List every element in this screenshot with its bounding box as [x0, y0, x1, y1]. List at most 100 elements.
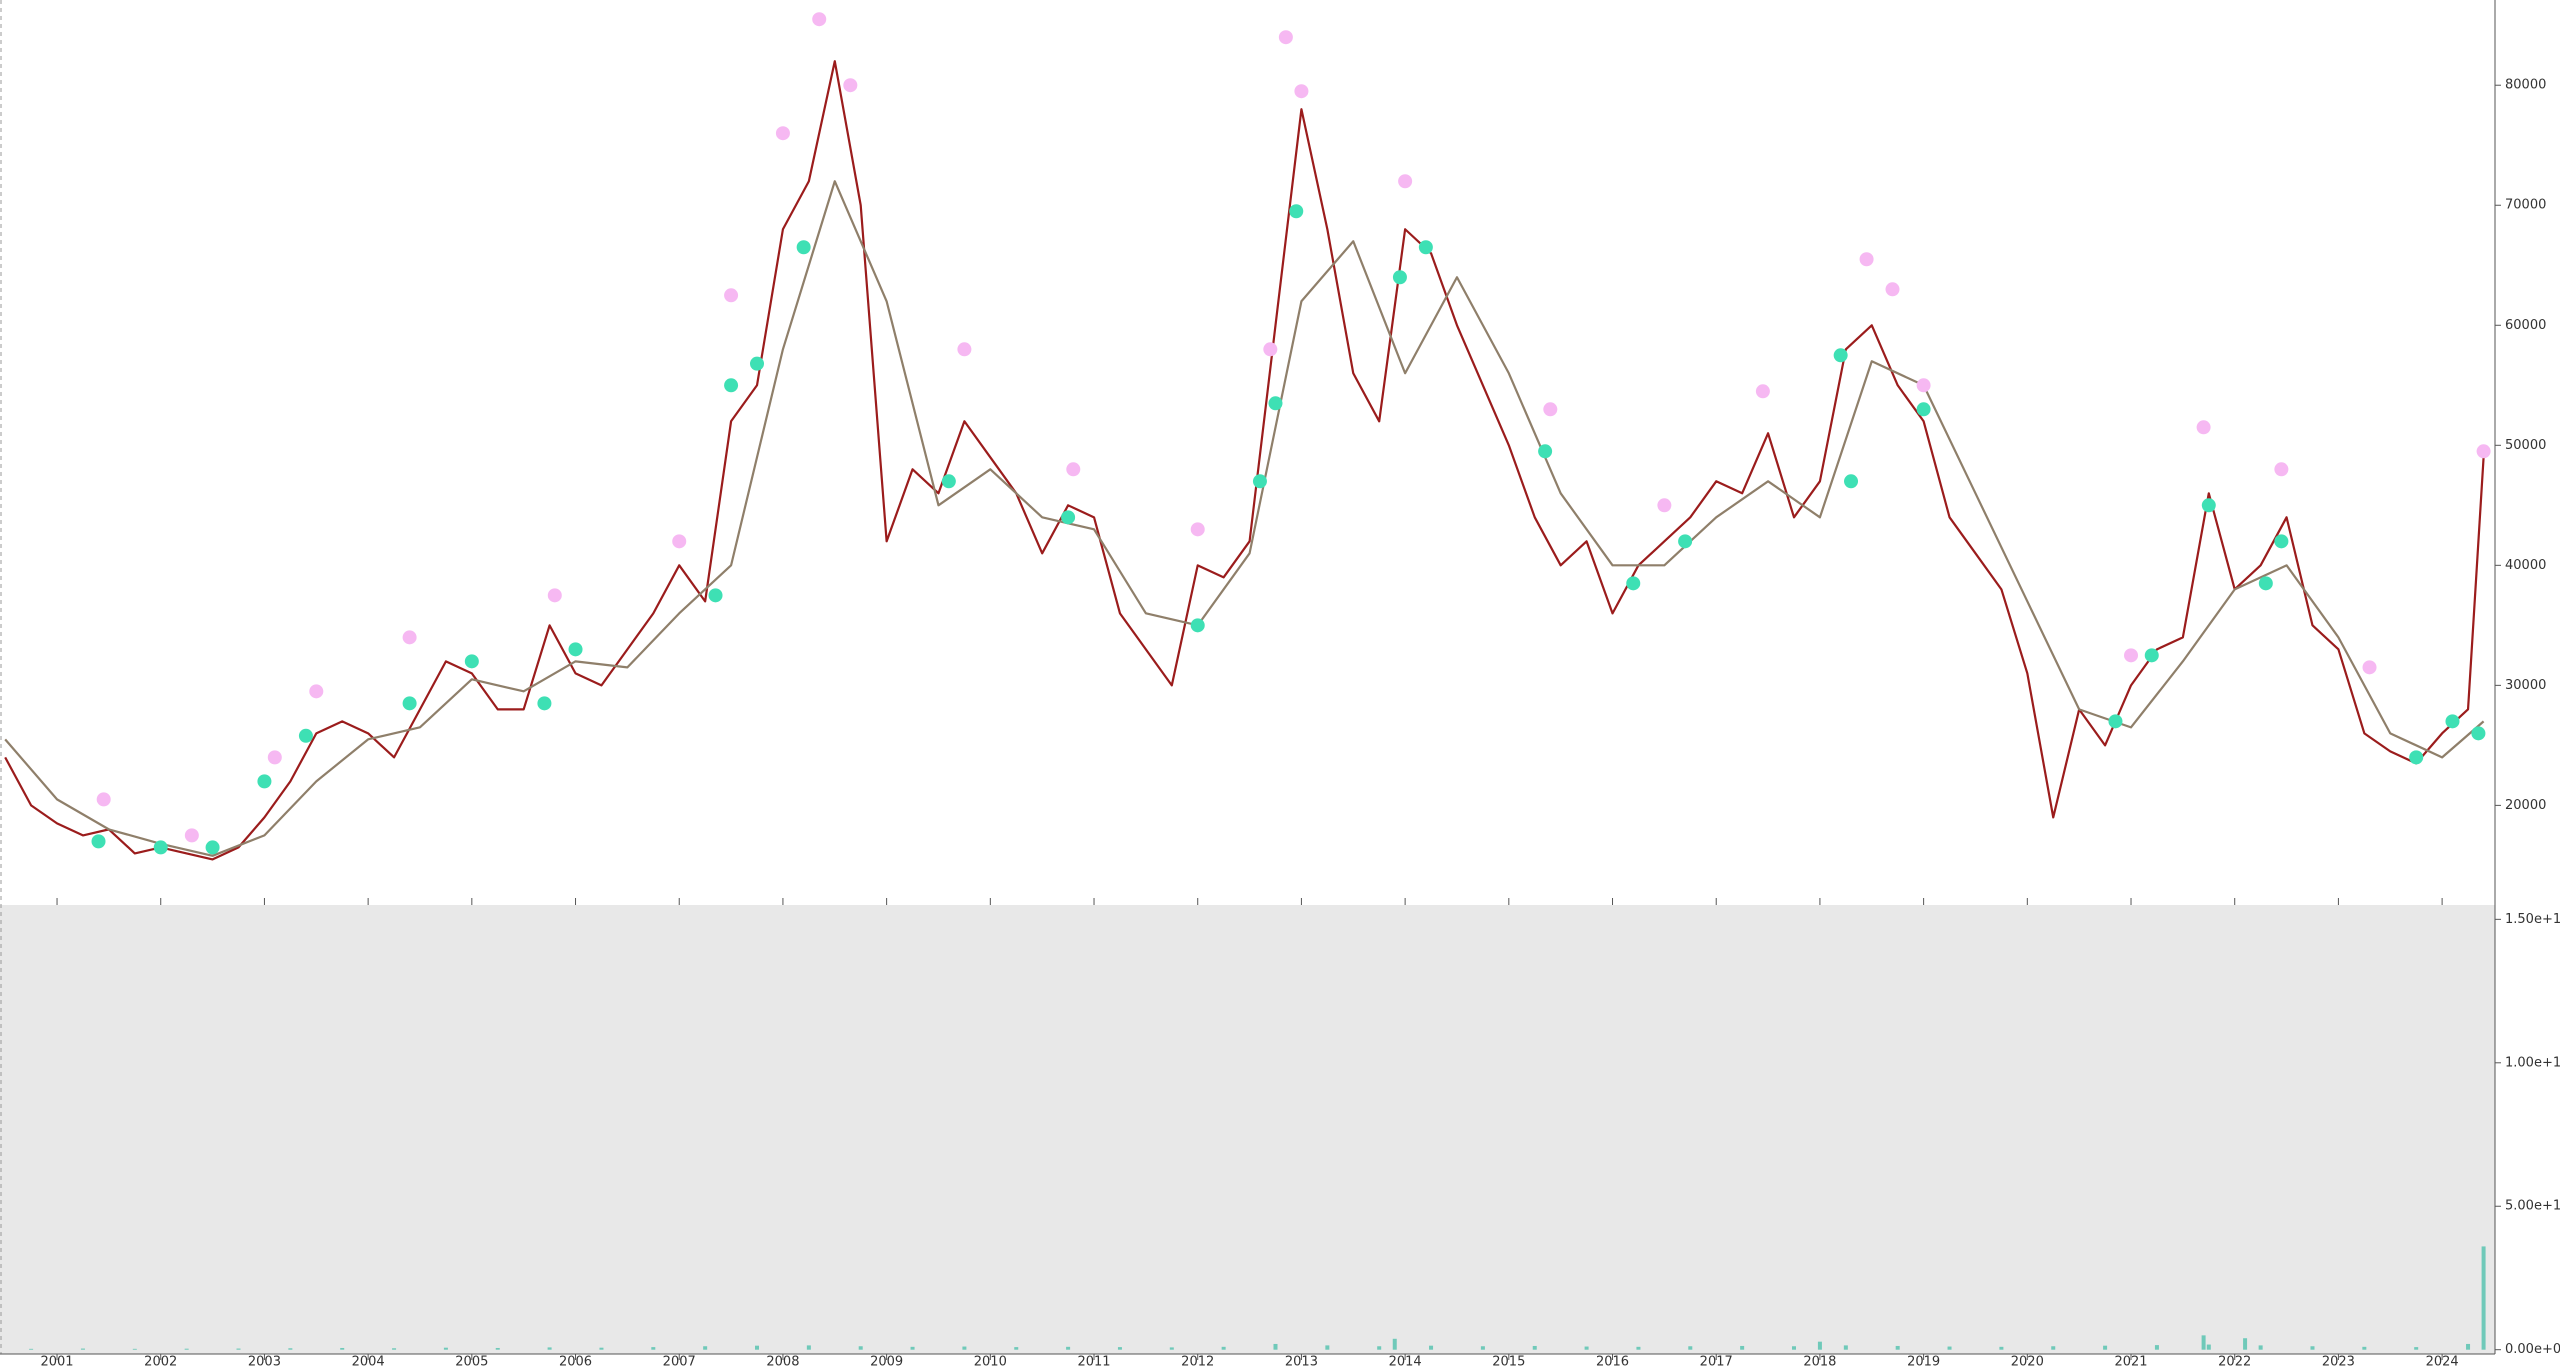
- volume-bar: [443, 1347, 448, 1350]
- signal-marker: [309, 684, 324, 699]
- volume-bar: [2103, 1345, 2108, 1350]
- signal-marker: [2476, 444, 2491, 459]
- x-tick-label: 2011: [1077, 1355, 1110, 1369]
- signal-marker: [1278, 30, 1293, 45]
- volume-bar: [1273, 1343, 1278, 1350]
- x-tick-label: 2014: [1389, 1355, 1422, 1369]
- x-tick-label: 2006: [559, 1355, 592, 1369]
- signal-marker: [1294, 84, 1309, 99]
- volume-bar: [2206, 1344, 2211, 1350]
- volume-bar: [1066, 1346, 1071, 1350]
- volume-bar: [599, 1347, 604, 1350]
- signal-marker: [1678, 534, 1693, 549]
- x-tick-label: 2001: [40, 1355, 73, 1369]
- signal-marker: [2274, 534, 2289, 549]
- signal-marker: [724, 288, 739, 303]
- signal-marker: [568, 642, 583, 657]
- volume-bar: [80, 1348, 85, 1350]
- volume-bar: [1947, 1346, 1952, 1350]
- signal-marker: [957, 342, 972, 357]
- volume-bar: [1999, 1346, 2004, 1350]
- signal-marker: [1916, 378, 1931, 393]
- y-tick-label: 0.00e+00: [2505, 1342, 2560, 1357]
- signal-marker: [1755, 384, 1770, 399]
- volume-bar: [2201, 1335, 2206, 1350]
- volume-bar: [2481, 1246, 2486, 1350]
- signal-marker: [2471, 726, 2486, 741]
- volume-bar: [962, 1346, 967, 1350]
- signal-marker: [1916, 402, 1931, 417]
- volume-bar: [1636, 1346, 1641, 1350]
- signal-marker: [1061, 510, 1076, 525]
- signal-marker: [1398, 174, 1413, 189]
- volume-panel: [0, 905, 2495, 1354]
- signal-marker: [1844, 474, 1859, 489]
- y-tick-label: 70000: [2505, 198, 2546, 213]
- x-tick-label: 2017: [1700, 1355, 1733, 1369]
- signal-marker: [2409, 750, 2424, 765]
- signal-marker: [812, 12, 827, 27]
- x-tick-label: 2015: [1492, 1355, 1525, 1369]
- signal-marker: [1538, 444, 1553, 459]
- x-tick-label: 2008: [766, 1355, 799, 1369]
- signal-marker: [1252, 474, 1267, 489]
- signal-marker: [153, 840, 168, 855]
- volume-bar: [2051, 1346, 2056, 1350]
- volume-bar: [806, 1345, 811, 1350]
- volume-bar: [2258, 1345, 2263, 1350]
- signal-marker: [205, 840, 220, 855]
- y-tick-label: 80000: [2505, 78, 2546, 93]
- volume-bar: [1325, 1345, 1330, 1350]
- x-tick-label: 2021: [2114, 1355, 2147, 1369]
- x-tick-label: 2009: [870, 1355, 903, 1369]
- signal-marker: [796, 240, 811, 255]
- signal-marker: [1626, 576, 1641, 591]
- x-tick-label: 2007: [663, 1355, 696, 1369]
- signal-marker: [2445, 714, 2460, 729]
- x-tick-label: 2012: [1181, 1355, 1214, 1369]
- volume-bar: [651, 1347, 656, 1350]
- signal-marker: [2362, 660, 2377, 675]
- x-tick-label: 2019: [1907, 1355, 1940, 1369]
- signal-marker: [1859, 252, 1874, 267]
- volume-bar: [1817, 1341, 1822, 1350]
- volume-bar: [2310, 1346, 2315, 1350]
- volume-bar: [703, 1346, 708, 1350]
- volume-bar: [184, 1348, 189, 1350]
- signal-marker: [775, 126, 790, 141]
- volume-bar: [2414, 1347, 2419, 1350]
- volume-bar: [1584, 1346, 1589, 1350]
- signal-marker: [184, 828, 199, 843]
- signal-marker: [1289, 204, 1304, 219]
- volume-bar: [1392, 1338, 1397, 1350]
- volume-bar: [392, 1348, 397, 1350]
- volume-bar: [2243, 1338, 2248, 1350]
- y-tick-label: 5.00e+11: [2505, 1199, 2560, 1214]
- y-tick-label: 1.00e+12: [2505, 1055, 2560, 1070]
- signal-marker: [672, 534, 687, 549]
- signal-marker: [708, 588, 723, 603]
- volume-bar: [910, 1346, 915, 1350]
- volume-bar: [1895, 1345, 1900, 1350]
- signal-marker: [1268, 396, 1283, 411]
- y-tick-label: 30000: [2505, 678, 2546, 693]
- signal-marker: [1657, 498, 1672, 513]
- volume-bar: [547, 1347, 552, 1350]
- volume-bar: [755, 1345, 760, 1350]
- signal-marker: [537, 696, 552, 711]
- volume-bar: [288, 1348, 293, 1350]
- y-tick-label: 40000: [2505, 558, 2546, 573]
- volume-bar: [858, 1346, 863, 1350]
- x-tick-label: 2005: [455, 1355, 488, 1369]
- volume-bar: [340, 1347, 345, 1350]
- signal-marker: [843, 78, 858, 93]
- signal-marker: [1543, 402, 1558, 417]
- signal-marker: [257, 774, 272, 789]
- x-tick-label: 2020: [2011, 1355, 2044, 1369]
- volume-bar: [1377, 1346, 1382, 1350]
- volume-bar: [2466, 1343, 2471, 1350]
- volume-bar: [1014, 1347, 1019, 1350]
- signal-marker: [402, 630, 417, 645]
- volume-bar: [2154, 1345, 2159, 1350]
